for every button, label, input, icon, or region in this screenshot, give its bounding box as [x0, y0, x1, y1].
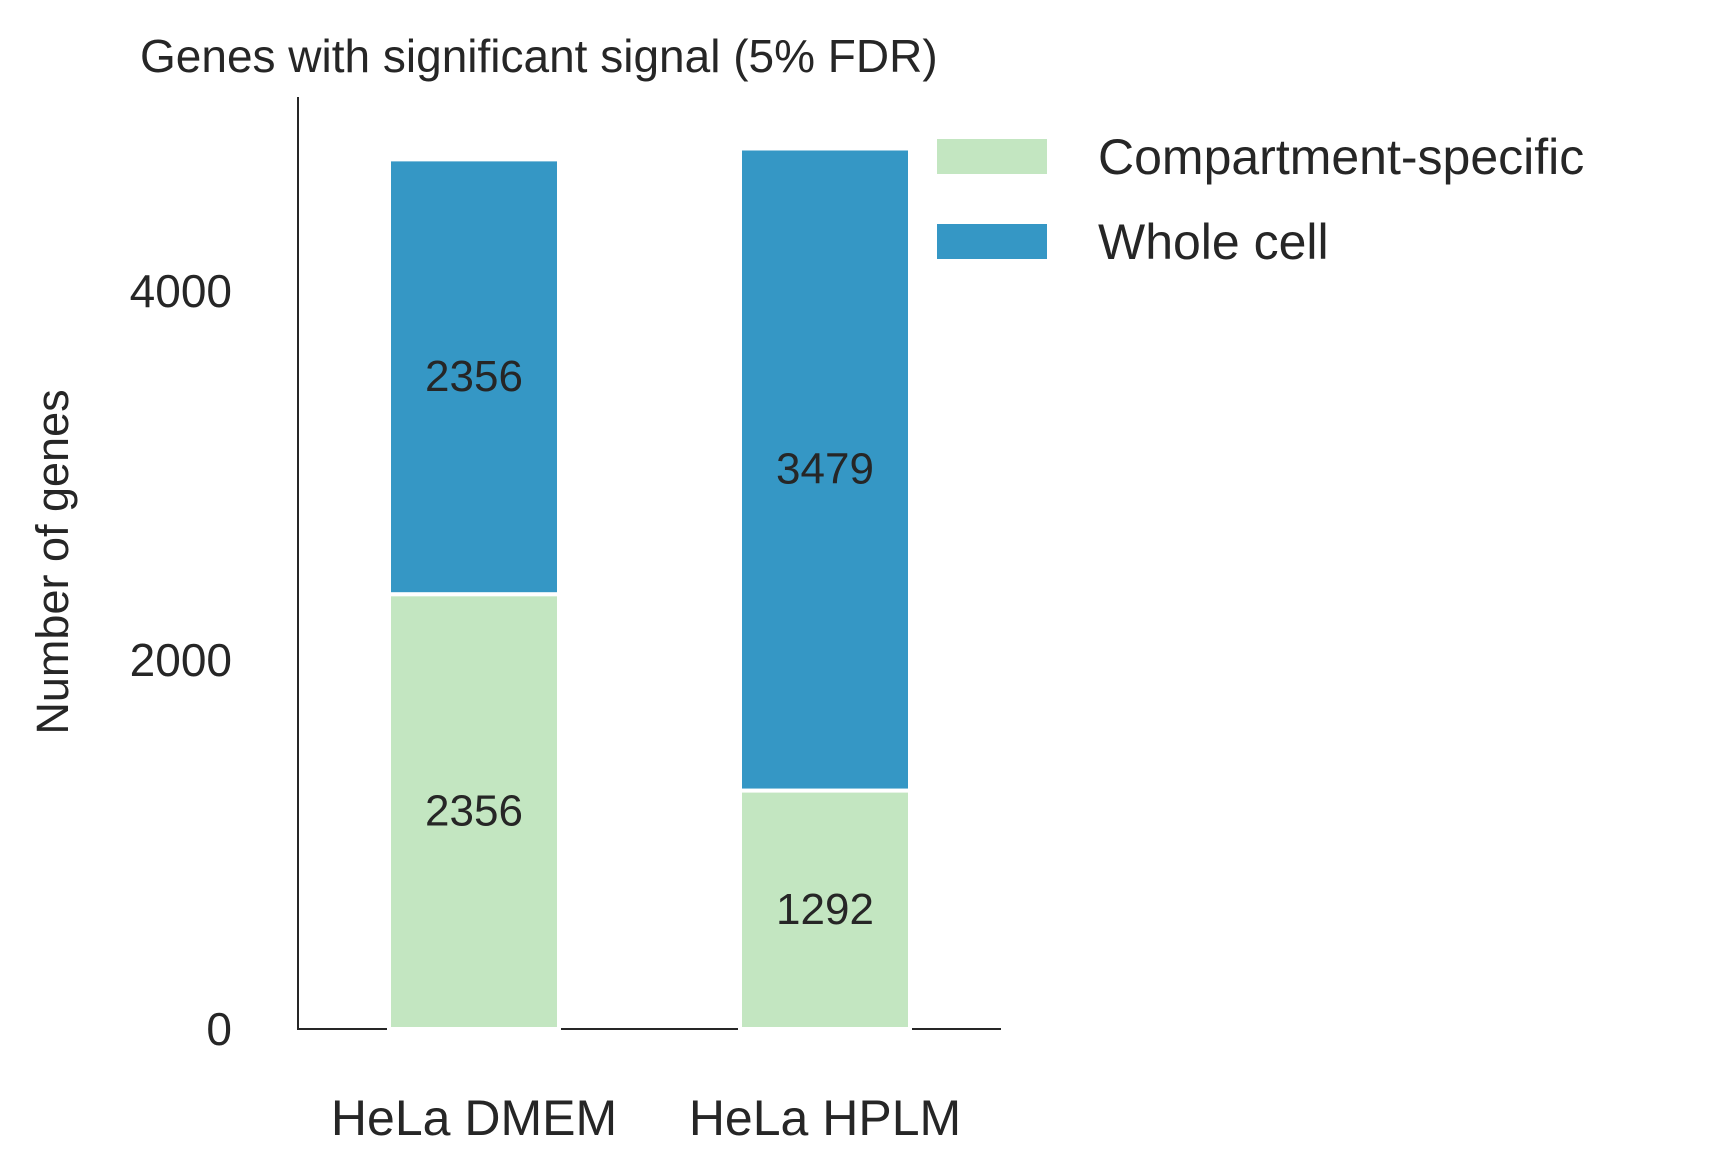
bar-value-label: 3479	[776, 445, 874, 494]
legend: Compartment-specific Whole cell	[937, 129, 1584, 270]
x-tick-label: HeLa DMEM	[331, 1090, 617, 1146]
bar-value-label: 1292	[776, 885, 874, 934]
bar-segment	[387, 592, 561, 1031]
bar-value-label: 2356	[425, 787, 523, 836]
legend-label: Whole cell	[1098, 214, 1329, 270]
bar-segment	[738, 788, 912, 1032]
bars: 2356 2356 1292 3479	[387, 146, 912, 1032]
bar-value-label: 2356	[425, 352, 523, 401]
bar-segment	[738, 146, 912, 793]
y-ticks: 0 2000 4000	[130, 265, 232, 1055]
x-tick-label: HeLa HPLM	[689, 1090, 961, 1146]
y-tick-label: 4000	[130, 265, 232, 317]
legend-swatch	[937, 139, 1047, 174]
chart-title: Genes with significant signal (5% FDR)	[140, 30, 938, 82]
bar-segment	[387, 157, 561, 597]
y-axis-label: Number of genes	[27, 389, 78, 734]
legend-swatch	[937, 224, 1047, 259]
y-tick-label: 2000	[130, 634, 232, 686]
x-ticks: HeLa DMEM HeLa HPLM	[331, 1090, 961, 1146]
legend-label: Compartment-specific	[1098, 129, 1584, 185]
y-tick-label: 0	[206, 1003, 232, 1055]
